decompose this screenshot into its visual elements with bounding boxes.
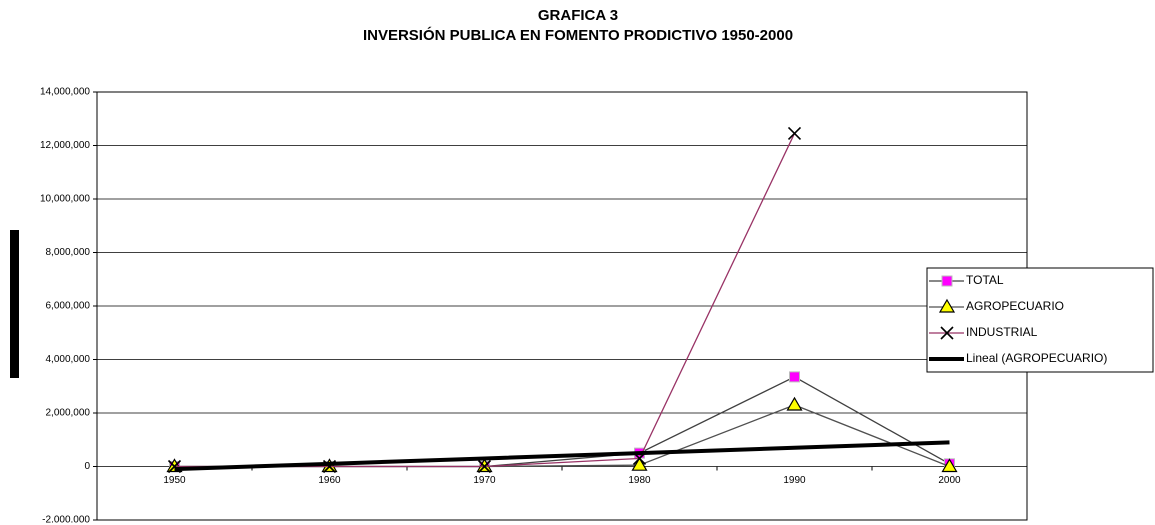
y-tick-label: 0 xyxy=(84,461,90,472)
marker xyxy=(787,126,802,141)
legend-label: INDUSTRIAL xyxy=(966,325,1038,339)
y-tick-label: 4,000,000 xyxy=(46,354,91,365)
y-tick-label: 12,000,000 xyxy=(40,140,90,151)
y-tick-label: 10,000,000 xyxy=(40,194,90,205)
y-tick-label: -2.000.000 xyxy=(42,515,90,525)
marker xyxy=(477,459,492,474)
marker xyxy=(631,456,648,471)
chart-title: GRAFICA 3 xyxy=(538,7,618,24)
y-tick-label: 6,000,000 xyxy=(46,301,91,312)
marker xyxy=(941,458,958,473)
x-tick-label: 1990 xyxy=(783,475,806,486)
y-tick-label: 2,000,000 xyxy=(46,408,91,419)
legend-label: TOTAL xyxy=(966,273,1004,287)
marker xyxy=(938,298,956,313)
y-tick-label: 8,000,000 xyxy=(46,247,91,258)
legend-label: AGROPECUARIO xyxy=(966,299,1064,313)
marker xyxy=(789,371,800,383)
marker xyxy=(940,326,954,340)
redacted-axis-title xyxy=(10,230,19,378)
x-tick-label: 1950 xyxy=(163,475,186,486)
chart-subtitle: INVERSIÓN PUBLICA EN FOMENTO PRODICTIVO … xyxy=(363,26,793,44)
x-tick-label: 1970 xyxy=(473,475,496,486)
marker xyxy=(786,396,803,411)
legend-label: Lineal (AGROPECUARIO) xyxy=(966,351,1107,365)
legend-box xyxy=(926,267,1154,373)
series-line xyxy=(174,440,950,472)
x-tick-label: 1980 xyxy=(628,475,651,486)
x-tick-label: 2000 xyxy=(938,475,961,486)
y-tick-label: 14,000,000 xyxy=(40,87,90,98)
x-tick-label: 1960 xyxy=(318,475,341,486)
marker xyxy=(941,275,953,287)
